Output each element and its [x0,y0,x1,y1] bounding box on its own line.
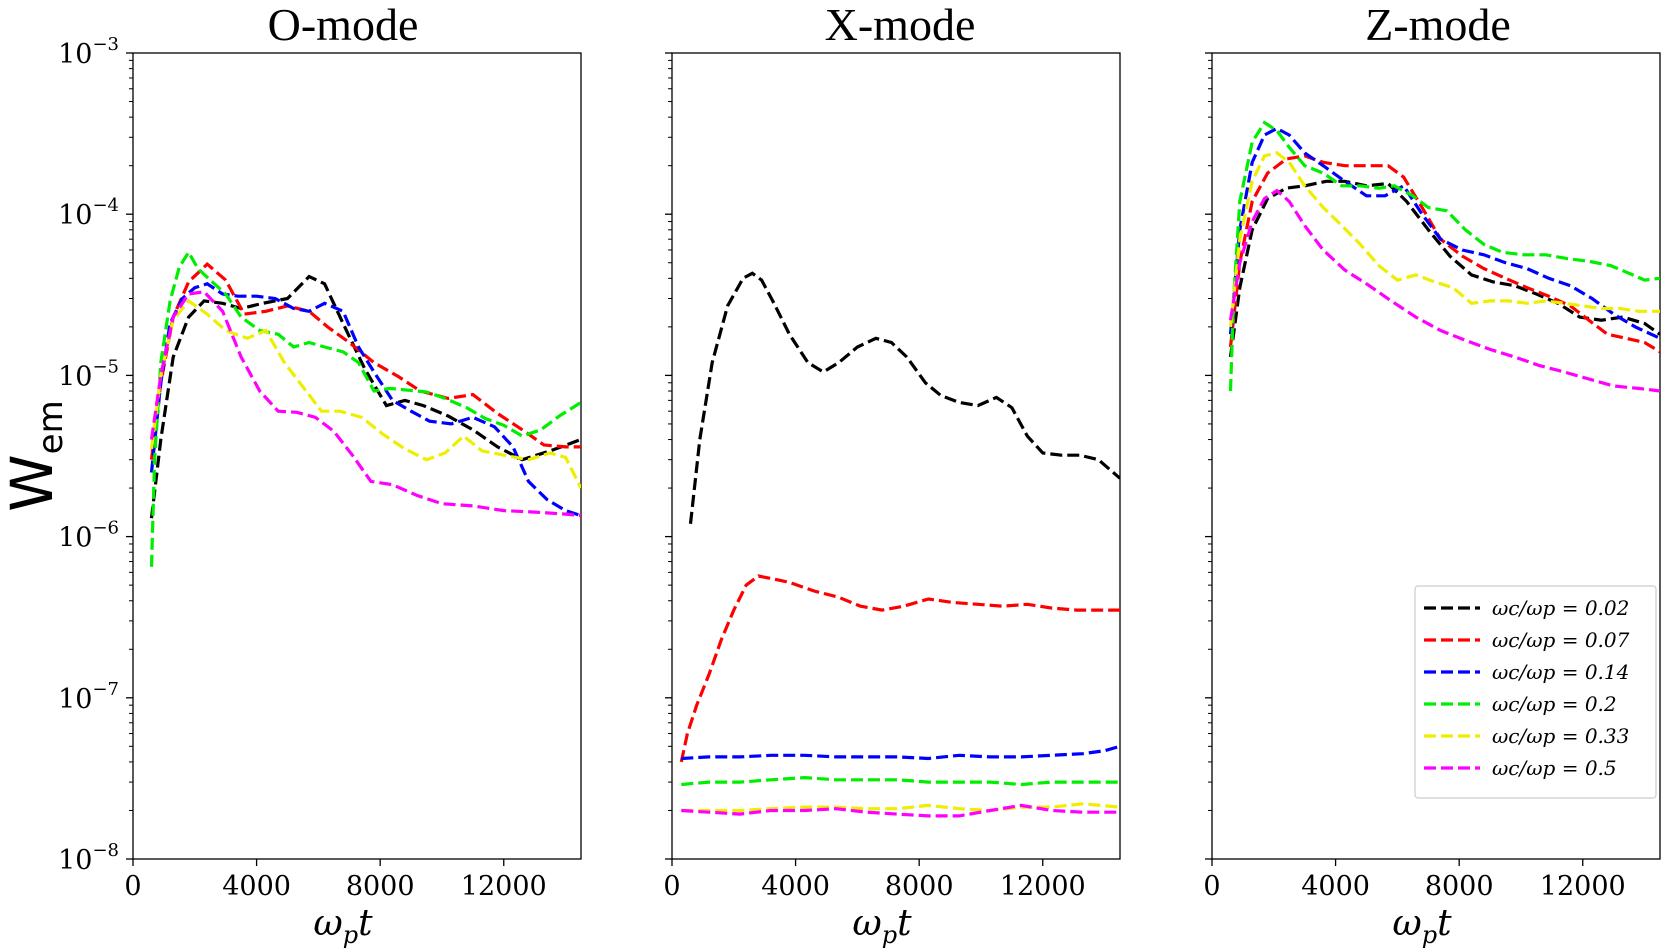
series-x-mode-wc-0-14 [681,744,1120,761]
series-group-o-mode [149,249,581,567]
series-o-mode-wc-0-33 [149,298,581,489]
x-tick-label: 8000 [885,871,954,902]
series-x-mode-wc-0-02 [688,271,1120,524]
x-axis-label-x-mode: ωpt [852,903,912,948]
legend-label: ωc/ωp = 0.5 [1492,756,1617,780]
series-x-mode-wc-0-33 [681,802,1120,813]
x-ticks-o-mode: 0 4000 8000 12000 [124,859,547,902]
series-x-mode-wc-0-07 [679,574,1120,763]
x-tick-label: 4000 [761,871,830,902]
x-tick-label: 0 [124,871,141,902]
legend-label: ωc/ωp = 0.33 [1492,724,1629,748]
panel-z-mode: Z-mode 0 4000 8000 12000 ωpt [1203,0,1661,948]
x-tick-label: 12000 [1000,871,1086,902]
series-o-mode-wc-0-5 [149,290,581,518]
series-z-mode-wc-0-2 [1228,120,1660,392]
panel-x-mode: X-mode 0 4000 8000 12000 ωpt [663,0,1121,948]
series-x-mode-wc-0-2 [681,775,1120,787]
x-tick-label: 0 [663,871,680,902]
series-o-mode-wc-0-02 [149,274,581,519]
x-tick-label: 12000 [1540,871,1626,902]
x-tick-label: 4000 [1301,871,1370,902]
series-z-mode-wc-0-5 [1228,188,1660,393]
y-tick-label: 10−8 [58,840,119,876]
series-z-mode-wc-0-14 [1228,126,1660,340]
series-o-mode-wc-0-2 [149,249,581,567]
x-tick-label: 4000 [222,871,291,902]
y-ticks-z-mode [1205,52,1212,860]
series-z-mode-wc-0-07 [1228,154,1660,354]
y-ticks-o-mode: 10−3 10−4 10−5 10−6 10−7 10−8 [58,34,133,876]
plot-frame-z-mode [1211,52,1661,860]
series-x-mode-wc-0-5 [681,803,1120,818]
x-ticks-x-mode: 0 4000 8000 12000 [663,859,1086,902]
legend-label: ωc/ωp = 0.02 [1492,596,1629,620]
y-tick-label: 10−7 [58,679,119,715]
legend-label: ωc/ωp = 0.2 [1492,692,1617,716]
series-group-x-mode [679,271,1120,818]
plot-frame-x-mode [671,52,1121,860]
panel-title-x-mode: X-mode [825,0,976,50]
x-tick-label: 8000 [346,871,415,902]
y-tick-label: 10−3 [58,34,119,70]
y-tick-label: 10−6 [58,518,119,554]
series-o-mode-wc-0-07 [149,261,581,460]
legend-label: ωc/ωp = 0.14 [1492,660,1629,684]
x-tick-label: 8000 [1425,871,1494,902]
y-axis-label: Wem [0,400,71,511]
panel-o-mode: O-mode 0 4000 8000 12000 10−310−410−510−610… [58,0,582,948]
series-z-mode-wc-0-33 [1228,151,1660,328]
series-group-z-mode [1228,120,1660,393]
legend-entries: ωc/ωp = 0.02 ωc/ωp = 0.07 ωc/ωp = 0.14 ωc/ω… [1424,596,1630,780]
x-tick-label: 0 [1203,871,1220,902]
legend-label: ωc/ωp = 0.07 [1492,628,1630,652]
y-ticks-x-mode [665,52,672,860]
x-axis-label-o-mode: ωpt [313,903,373,948]
x-tick-label: 12000 [461,871,547,902]
legend: ωc/ωp = 0.02 ωc/ωp = 0.07 ωc/ωp = 0.14 ωc/ω… [1414,585,1657,799]
series-o-mode-wc-0-14 [149,282,581,518]
panel-title-o-mode: O-mode [268,0,419,50]
y-tick-label: 10−4 [58,195,119,231]
panel-title-z-mode: Z-mode [1365,0,1511,50]
x-ticks-z-mode: 0 4000 8000 12000 [1203,859,1626,902]
plot-frame-o-mode [132,52,582,860]
y-tick-label: 10−5 [58,356,119,392]
x-axis-label-z-mode: ωpt [1392,903,1452,948]
